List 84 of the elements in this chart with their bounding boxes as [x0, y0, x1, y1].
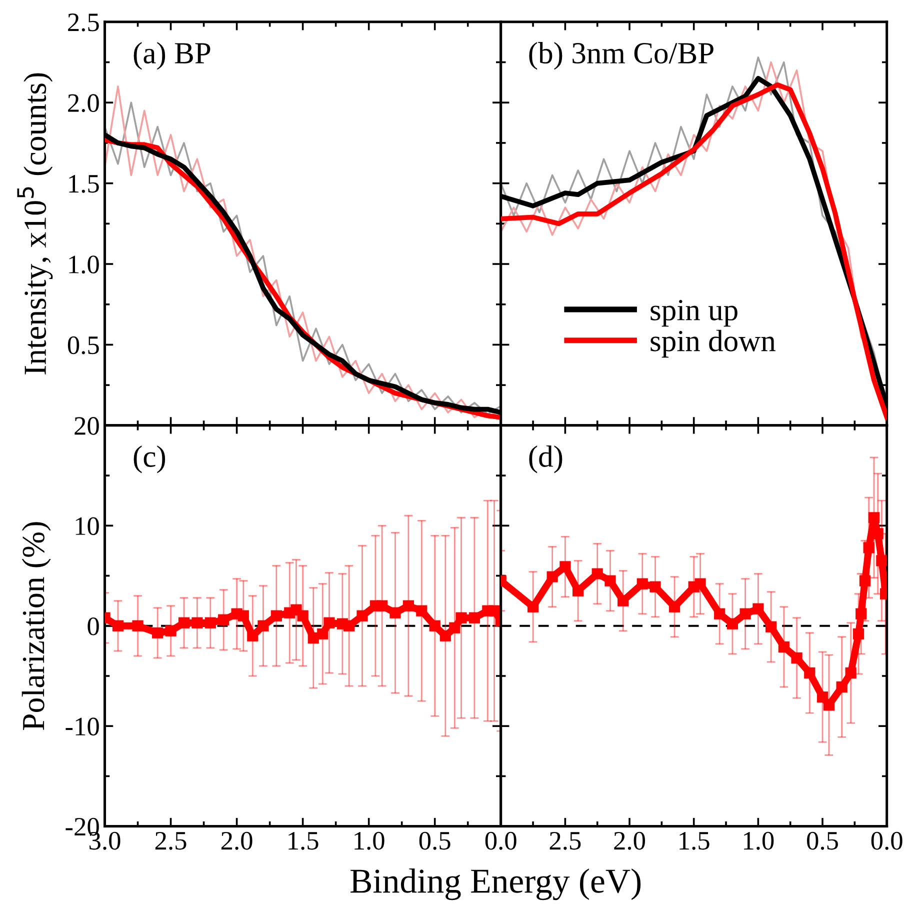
point — [804, 667, 816, 679]
x-tick-label: 1.5 — [680, 832, 710, 850]
point — [132, 620, 144, 632]
point — [560, 561, 571, 572]
point — [440, 630, 451, 642]
point — [668, 601, 680, 612]
y-tick-label: 10 — [76, 517, 99, 536]
point — [178, 617, 190, 628]
point — [238, 610, 249, 622]
point — [324, 617, 335, 628]
point — [872, 528, 884, 540]
point — [376, 600, 388, 612]
point — [856, 608, 867, 620]
point — [456, 612, 467, 624]
point — [714, 608, 726, 620]
point — [402, 600, 414, 612]
point — [449, 622, 460, 634]
x-tick-label: 0.0 — [871, 832, 902, 850]
y-tick-label: 1.0 — [69, 256, 99, 274]
point — [572, 585, 584, 596]
point — [258, 620, 269, 632]
y-tick-label: 1.5 — [69, 175, 99, 193]
text: (a) BP — [134, 42, 210, 70]
x-tick-label: 2.0 — [221, 832, 252, 850]
point — [356, 610, 368, 622]
point — [165, 625, 176, 636]
point — [863, 542, 874, 554]
point — [592, 568, 603, 580]
point — [112, 620, 124, 632]
point — [468, 612, 480, 624]
legend-label: spin up — [650, 300, 738, 327]
y-tick-label: 20 — [74, 417, 99, 435]
point — [740, 608, 751, 620]
point — [765, 621, 777, 632]
point — [791, 652, 802, 664]
point — [778, 641, 790, 652]
point — [429, 620, 440, 632]
point — [192, 617, 203, 628]
point — [852, 628, 864, 640]
point — [152, 627, 164, 638]
x-tick-label: 1.0 — [354, 832, 384, 850]
x-tick-label: 0.5 — [807, 832, 838, 850]
x-tick-label: 0.5 — [419, 832, 450, 850]
text: (d) — [529, 445, 562, 474]
point — [876, 555, 887, 566]
x-axis-title: Binding Energy (eV) — [350, 868, 641, 900]
point — [270, 610, 282, 622]
point — [650, 581, 661, 592]
point — [527, 601, 539, 612]
y-tick-label: -10 — [66, 718, 99, 736]
y-tick-label: 0 — [88, 617, 99, 636]
point — [297, 610, 308, 622]
point — [859, 575, 871, 586]
point — [868, 512, 880, 524]
point — [618, 595, 629, 606]
point — [416, 605, 428, 616]
y-tick-label: 2.5 — [68, 14, 99, 32]
x-tick-label: 2.5 — [550, 832, 581, 850]
point — [488, 605, 500, 616]
point — [390, 607, 401, 618]
text: (b) 3nm Co/BP — [529, 42, 714, 70]
point — [845, 667, 856, 679]
point — [604, 575, 616, 586]
point — [317, 628, 328, 640]
point — [546, 571, 558, 582]
x-tick-label: 1.5 — [288, 832, 318, 850]
x-tick-label: 0.0 — [485, 832, 516, 850]
x-tick-label: 1.0 — [744, 832, 774, 850]
y-axis-title: Polarization (%) — [22, 522, 51, 730]
point — [694, 578, 706, 590]
y-axis-title: Intensity, x10$^{5}$ (counts) — [17, 73, 53, 374]
point — [836, 681, 848, 693]
point — [204, 617, 216, 628]
x-tick-label: 2.5 — [155, 832, 186, 850]
text: (c) — [134, 445, 166, 474]
point — [636, 578, 648, 590]
y-tick-label: 0.5 — [68, 336, 99, 354]
point — [218, 614, 230, 626]
point — [726, 618, 738, 630]
point — [752, 603, 764, 614]
y-tick-label: 2.0 — [68, 94, 99, 112]
legend-label: spin down — [650, 330, 776, 358]
point — [343, 620, 355, 632]
x-tick-label: 2.0 — [614, 832, 645, 850]
